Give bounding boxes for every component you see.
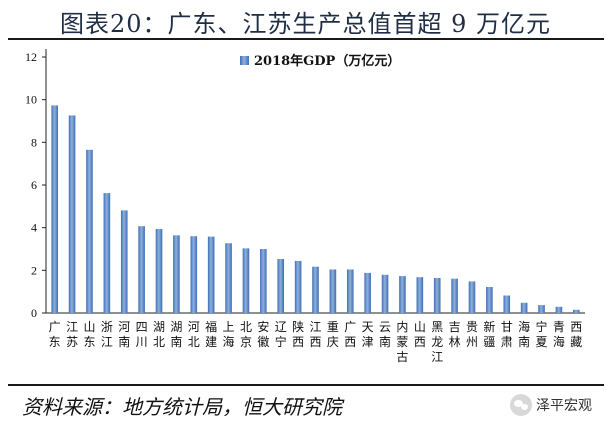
bar-9 [190,236,198,313]
bar-19 [364,272,371,313]
figure-title: 图表20：广东、江苏生产总值首超 9 万亿元 [59,10,552,38]
bar-26 [486,286,493,313]
bar-2 [68,115,76,313]
x-tick-label: 北京 [240,320,252,349]
x-tick-label: 西藏 [570,320,582,349]
legend-swatch [240,56,249,65]
bar-8 [173,235,180,313]
x-tick-label: 上海 [223,320,235,349]
bottom-rule [8,384,604,386]
x-tick-label: 青海 [553,320,565,349]
top-rule [8,38,604,40]
x-tick-label: 广西 [344,320,356,349]
x-tick-label: 陕西 [292,319,304,349]
x-tick-label: 海南 [518,319,530,349]
bar-3 [86,149,93,313]
x-tick-label: 湖南 [170,319,182,349]
bar-24 [451,278,458,313]
watermark: 泽平宏观 [510,394,592,416]
y-tick-label: 10 [25,93,37,107]
x-tick-label: 四川 [136,320,148,349]
x-tick-label: 山东 [83,320,95,349]
bar-12 [242,248,250,313]
x-tick-label: 江西 [309,320,321,349]
x-tick-label: 重庆 [327,320,339,349]
x-tick-label: 河北 [188,320,200,349]
source-note: 资料来源：地方统计局，恒大研究院 [22,395,342,419]
bar-22 [416,277,424,313]
bar-20 [381,274,389,313]
bar-25 [468,281,476,313]
x-tick-label: 安徽 [257,319,269,349]
bar-11 [225,243,232,313]
bar-5 [120,210,128,313]
bar-16 [312,266,319,313]
bar-7 [155,228,163,313]
bar-29 [538,305,545,313]
wechat-icon [510,394,532,416]
x-tick-label: 河南 [118,320,130,349]
x-tick-label: 江苏 [66,320,78,349]
bar-23 [433,278,441,313]
x-tick-label: 宁夏 [536,319,548,349]
bar-18 [346,269,354,313]
x-tick-label: 山西 [414,320,426,349]
bar-15 [294,260,302,313]
x-tick-label: 天津 [362,320,374,349]
x-tick-label: 湖北 [153,319,165,349]
bar-17 [329,269,337,313]
bar-28 [520,302,528,313]
gdp-bar-chart: 0 2 4 6 8 10 12 广东江苏山东浙江河南四川湖北湖南河北福建上海北京安徽辽宁陕西… [25,49,585,364]
x-tick-label: 云南 [379,320,391,349]
watermark-label: 泽平宏观 [536,398,592,414]
bar-13 [260,249,267,313]
bar-27 [503,295,511,313]
x-tick-label: 内蒙古 [396,320,408,364]
x-tick-label: 福建 [205,319,217,349]
y-tick-label: 2 [31,263,37,277]
chart-legend: 2018年GDP（万亿元） [240,53,400,69]
y-tick-label: 4 [31,221,37,235]
x-tick-label: 吉林 [449,320,461,349]
x-tick-label: 广东 [49,320,61,349]
bar-30 [555,306,563,313]
x-tick-label: 甘肃 [501,320,513,349]
x-tick-label: 浙江 [101,320,113,349]
x-tick-label: 辽宁 [275,320,287,349]
bar-31 [573,309,580,313]
bar-6 [138,226,145,313]
bar-21 [399,276,406,313]
y-tick-label: 0 [31,306,37,320]
y-tick-label: 6 [31,178,37,192]
y-tick-label: 8 [31,135,37,149]
x-tick-label: 贵州 [466,320,478,349]
x-tick-label: 黑龙江 [431,320,443,364]
y-tick-label: 12 [25,50,37,64]
bar-10 [207,236,215,313]
x-tick-label: 新疆 [483,319,495,349]
bar-1 [51,105,58,313]
bar-14 [277,259,285,313]
bar-4 [103,193,111,313]
legend-label: 2018年GDP（万亿元） [254,53,400,69]
